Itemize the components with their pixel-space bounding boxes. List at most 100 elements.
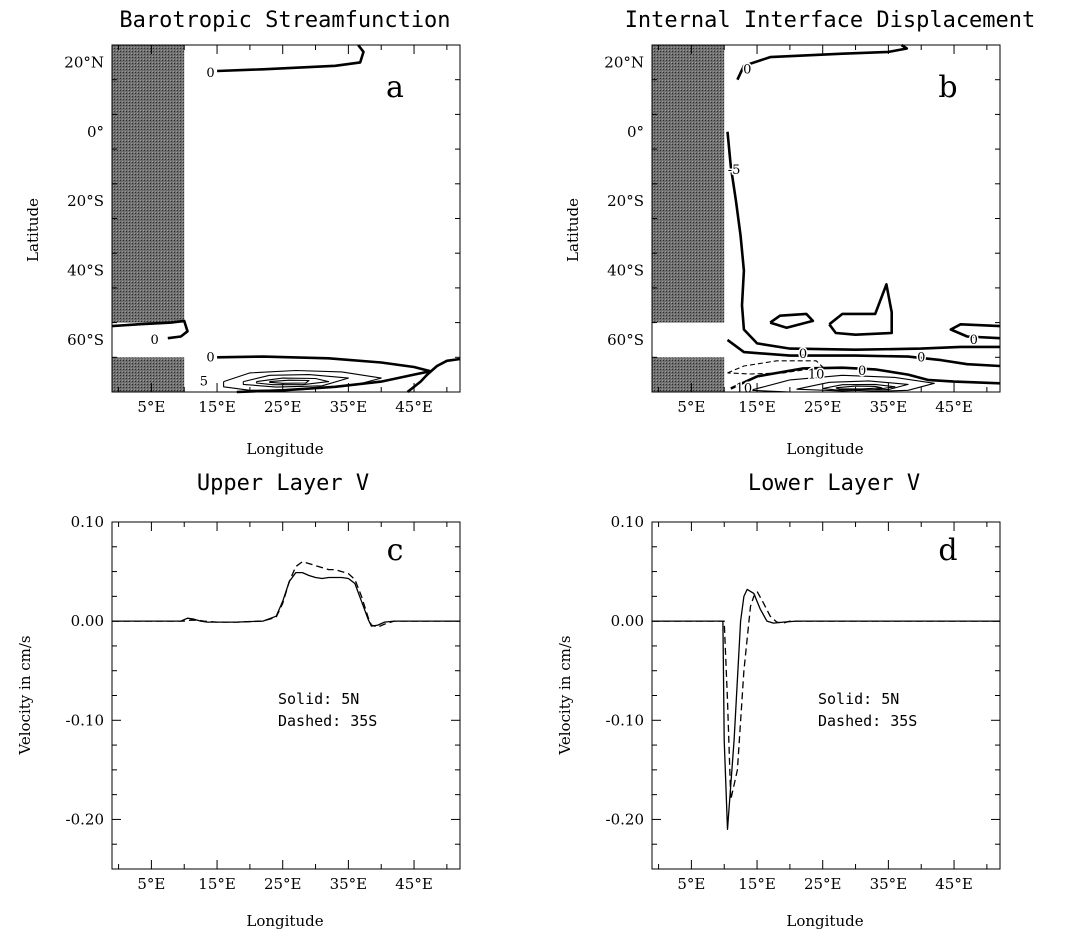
y-tick-label: -0.20 <box>606 810 644 828</box>
x-tick-label: 5°E <box>677 875 705 893</box>
contour-label: 5 <box>200 375 208 390</box>
contour-label: 0 <box>917 350 925 365</box>
x-tick-label: 15°E <box>198 875 236 893</box>
x-tick-label: 25°E <box>264 875 302 893</box>
panel-barotropic-streamfunction: Barotropic Streamfunction a Longitude La… <box>24 8 461 458</box>
contour-line <box>796 380 909 392</box>
panel-title: Lower Layer V <box>748 471 920 496</box>
x-tick-label: 25°E <box>264 398 302 416</box>
x-tick-label: 15°E <box>198 398 236 416</box>
x-axis-label: Longitude <box>246 912 323 930</box>
contour-line <box>726 338 1001 368</box>
contour-line <box>822 383 896 391</box>
contour-line <box>828 283 894 337</box>
x-tick-label: 45°E <box>935 398 973 416</box>
x-tick-label: 15°E <box>738 398 776 416</box>
panel-title: Barotropic Streamfunction <box>119 8 450 33</box>
x-tick-label: 5°E <box>137 875 165 893</box>
y-tick-label: 0.00 <box>71 612 104 630</box>
contour-label: 0 <box>858 364 866 379</box>
panel-letter: c <box>387 533 404 568</box>
land-mask <box>112 45 185 323</box>
contour-line <box>111 319 189 340</box>
x-axis-label: Longitude <box>786 440 863 458</box>
contour-label: 10 <box>736 382 753 397</box>
x-tick-label: 35°E <box>330 398 368 416</box>
contour-line <box>726 131 1000 352</box>
x-tick-label: 35°E <box>870 875 908 893</box>
panel-internal-interface-displacement: Internal Interface Displacement b Longit… <box>564 8 1035 458</box>
panel-letter: b <box>938 70 957 105</box>
y-tick-label: 0.00 <box>611 612 644 630</box>
contour-label: 0 <box>970 333 978 348</box>
y-axis-label: Velocity in cm/s <box>556 635 574 755</box>
y-tick-label: 0° <box>627 123 644 141</box>
y-tick-label: 20°N <box>604 53 644 71</box>
contour-line <box>949 322 1001 340</box>
contour-label: 0 <box>743 62 751 77</box>
y-axis-label: Velocity in cm/s <box>16 635 34 755</box>
y-tick-label: -0.20 <box>66 810 104 828</box>
x-tick-label: 5°E <box>677 398 705 416</box>
panel-upper-layer-v: Upper Layer V c Longitude Velocity in cm… <box>16 471 461 930</box>
contour-label: 0 <box>206 350 214 365</box>
x-tick-label: 45°E <box>935 875 973 893</box>
series-line-35s <box>112 561 460 628</box>
contour-line <box>269 379 310 384</box>
legend-solid: Solid: 5N <box>278 690 359 708</box>
contour-line <box>217 44 365 73</box>
panel-letter: d <box>938 533 957 568</box>
contour-label: 0 <box>206 66 214 81</box>
y-tick-label: 20°N <box>64 53 104 71</box>
contour-line <box>223 369 382 391</box>
y-tick-label: 40°S <box>607 262 644 280</box>
contour-label: 0 <box>151 333 159 348</box>
x-axis-label: Longitude <box>246 440 323 458</box>
contour-line <box>835 385 883 390</box>
y-axis-label: Latitude <box>24 198 42 262</box>
contour-label: -5 <box>728 163 741 178</box>
y-tick-label: 0.10 <box>611 513 644 531</box>
y-tick-label: -0.10 <box>606 711 644 729</box>
panel-title: Upper Layer V <box>197 471 369 496</box>
series-line-5n <box>112 571 460 627</box>
legend-dashed: Dashed: 35S <box>278 712 377 730</box>
contour-line <box>217 355 432 394</box>
x-tick-label: 35°E <box>330 875 368 893</box>
land-mask <box>652 357 725 392</box>
y-tick-label: -0.10 <box>66 711 104 729</box>
x-tick-label: 35°E <box>870 398 908 416</box>
x-tick-label: 25°E <box>804 398 842 416</box>
x-tick-label: 15°E <box>738 875 776 893</box>
panel-letter: a <box>386 70 404 105</box>
contour-label: 10 <box>808 368 825 383</box>
legend-dashed: Dashed: 35S <box>818 712 917 730</box>
y-tick-label: 0° <box>87 123 104 141</box>
contour-line <box>730 366 1001 390</box>
x-tick-label: 5°E <box>137 398 165 416</box>
panel-title: Internal Interface Displacement <box>625 8 1036 33</box>
y-tick-label: 0.10 <box>71 513 104 531</box>
y-tick-label: 20°S <box>607 192 644 210</box>
contour-line <box>406 357 461 394</box>
contour-label: 0 <box>799 347 807 362</box>
legend-solid: Solid: 5N <box>818 690 899 708</box>
panel-lower-layer-v: Lower Layer V d Longitude Velocity in cm… <box>556 471 1001 930</box>
x-axis-label: Longitude <box>786 912 863 930</box>
y-axis-label: Latitude <box>564 198 582 262</box>
x-tick-label: 45°E <box>395 875 433 893</box>
x-tick-label: 45°E <box>395 398 433 416</box>
y-tick-label: 40°S <box>67 262 104 280</box>
y-tick-label: 60°S <box>67 331 104 349</box>
land-mask <box>652 45 725 323</box>
contour-line <box>769 312 815 330</box>
y-tick-label: 20°S <box>67 192 104 210</box>
contour-line <box>736 43 909 81</box>
land-mask <box>112 357 185 392</box>
series-line-35s <box>652 590 1000 801</box>
series-line-5n <box>652 588 1000 830</box>
contour-line <box>255 377 330 386</box>
contour-line <box>242 374 349 388</box>
x-tick-label: 25°E <box>804 875 842 893</box>
